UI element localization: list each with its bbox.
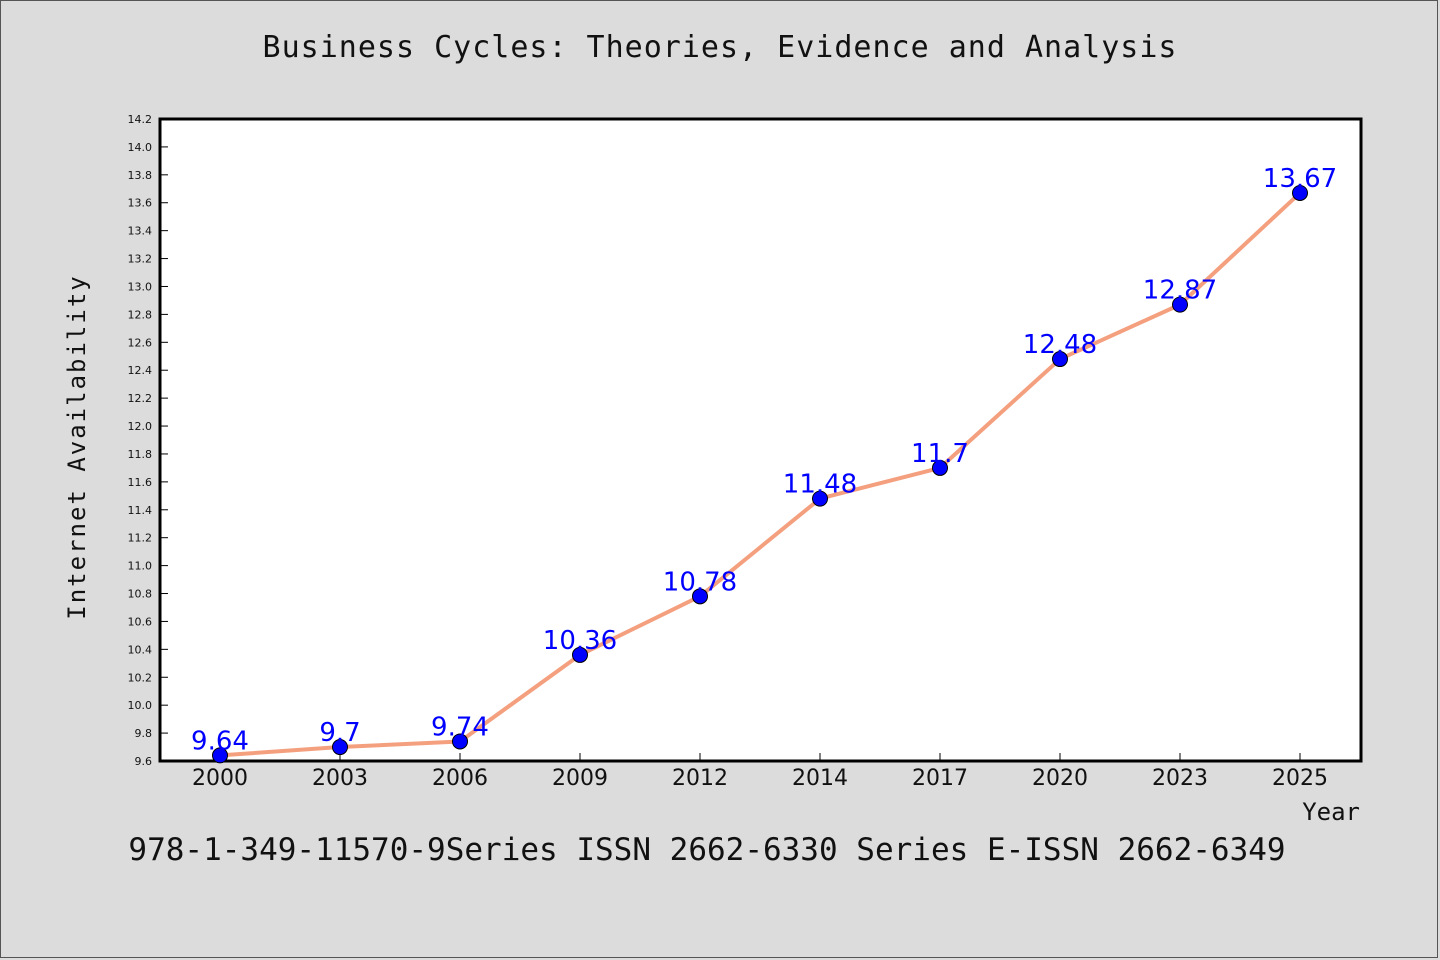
y-tick-label: 13.0 xyxy=(128,280,153,293)
data-label: 10.36 xyxy=(543,626,617,656)
y-tick-label: 9.8 xyxy=(135,727,153,740)
y-tick-label: 11.0 xyxy=(128,560,153,573)
y-tick-label: 12.2 xyxy=(128,392,153,405)
y-tick-label: 10.6 xyxy=(128,615,153,628)
y-tick-label: 10.8 xyxy=(128,588,153,601)
y-tick-label: 12.6 xyxy=(128,336,153,349)
y-tick-label: 11.8 xyxy=(128,448,153,461)
y-axis-label: Internet Availability xyxy=(63,274,91,619)
y-tick-label: 11.4 xyxy=(128,504,153,517)
data-point xyxy=(1172,296,1188,313)
series-layer: 9.64 9.7 9.74 10.36 10.78 11.48 11.7 12.48 12.87… xyxy=(191,164,1337,764)
x-tick-label: 2014 xyxy=(792,766,848,791)
data-label: 12.48 xyxy=(1023,330,1097,360)
y-tick-label: 13.2 xyxy=(128,253,153,266)
data-point xyxy=(572,646,588,663)
y-tick-label: 11.6 xyxy=(128,476,153,489)
data-label: 9.7 xyxy=(319,718,360,748)
x-tick-label: 2009 xyxy=(552,766,608,791)
x-axis: 2000 2003 2006 2009 2012 2014 2017 2020 2023 2025 xyxy=(192,753,1328,791)
x-tick-label: 2023 xyxy=(1152,766,1208,791)
data-label: 11.48 xyxy=(783,470,857,500)
data-point xyxy=(332,739,348,756)
x-tick-label: 2020 xyxy=(1032,766,1088,791)
data-label: 9.74 xyxy=(431,712,489,742)
footer-isbn-issn: 978-1-349-11570-9Series ISSN 2662-6330 S… xyxy=(128,832,1286,868)
y-tick-label: 10.2 xyxy=(128,671,153,684)
y-tick-label: 11.2 xyxy=(128,532,153,545)
data-point xyxy=(452,733,468,750)
data-point xyxy=(692,588,708,605)
x-tick-label: 2017 xyxy=(912,766,968,791)
y-tick-label: 12.0 xyxy=(128,420,153,433)
y-tick-label: 12.4 xyxy=(128,364,153,377)
data-point xyxy=(212,747,228,764)
data-label: 13.67 xyxy=(1263,164,1337,194)
y-tick-label: 14.0 xyxy=(128,141,153,154)
data-label: 11.7 xyxy=(911,439,969,469)
y-axis: 9.6 9.8 10.0 10.2 10.4 10.6 10.8 11.0 11.2 11.4 11… xyxy=(128,113,168,768)
y-tick-label: 12.8 xyxy=(128,308,153,321)
x-tick-label: 2006 xyxy=(432,766,488,791)
y-tick-label: 10.0 xyxy=(128,699,153,712)
x-tick-label: 2000 xyxy=(192,766,248,791)
y-tick-label: 13.8 xyxy=(128,169,153,182)
x-axis-label: Year xyxy=(1302,798,1360,826)
data-point xyxy=(812,490,828,507)
chart-title: Business Cycles: Theories, Evidence and … xyxy=(262,30,1178,65)
data-point xyxy=(1052,351,1068,368)
data-point xyxy=(932,459,948,476)
y-tick-label: 14.2 xyxy=(128,113,153,126)
data-label: 12.87 xyxy=(1143,276,1217,306)
x-tick-label: 2025 xyxy=(1272,766,1328,791)
y-tick-label: 13.4 xyxy=(128,225,153,238)
x-tick-label: 2003 xyxy=(312,766,368,791)
data-label: 10.78 xyxy=(663,567,737,597)
series-line xyxy=(219,191,1302,758)
data-point xyxy=(1292,184,1308,201)
data-label: 9.64 xyxy=(191,726,249,756)
y-tick-label: 13.6 xyxy=(128,197,153,210)
x-tick-label: 2012 xyxy=(672,766,728,791)
y-tick-label: 10.4 xyxy=(128,643,153,656)
plot-area xyxy=(158,117,1363,763)
y-tick-label: 9.6 xyxy=(135,755,153,768)
